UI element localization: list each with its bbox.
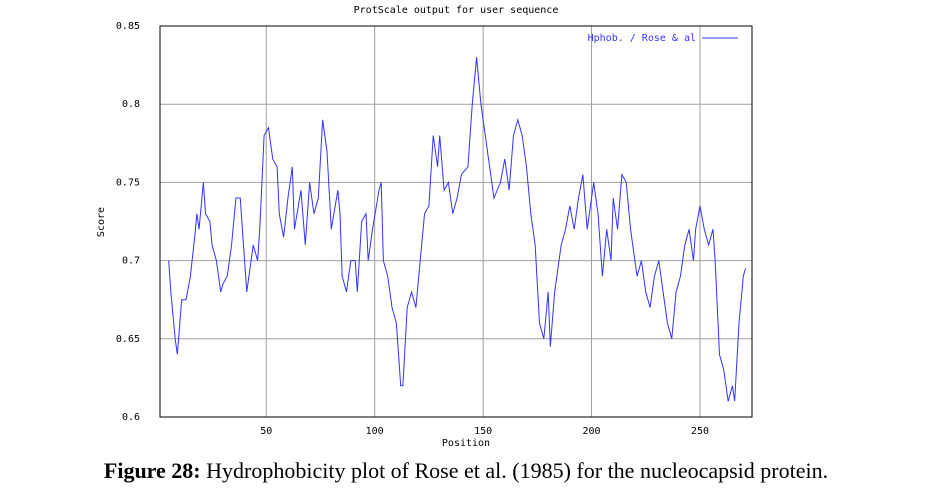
x-axis-label: Position (442, 438, 490, 449)
x-tick-label: 250 (691, 426, 709, 437)
y-tick-label: 0.85 (116, 21, 140, 32)
legend-label: Hphob. / Rose & al (588, 33, 696, 44)
caption: Figure 28: Hydrophobicity plot of Rose e… (0, 458, 932, 484)
chart-title: ProtScale output for user sequence (354, 5, 559, 16)
caption-label: Figure 28: (103, 458, 201, 483)
x-tick-label: 100 (366, 426, 384, 437)
y-tick-label: 0.8 (122, 99, 140, 110)
plot-area (159, 25, 753, 418)
y-axis-label: Score (96, 207, 107, 237)
x-tick-label: 200 (582, 426, 600, 437)
y-tick-label: 0.6 (122, 412, 140, 423)
caption-text: Hydrophobicity plot of Rose et al. (1985… (206, 458, 829, 483)
data-line (168, 57, 746, 402)
x-tick-label: 150 (474, 426, 492, 437)
y-tick-label: 0.75 (116, 177, 140, 188)
x-tick-label: 50 (260, 426, 272, 437)
y-tick-label: 0.65 (116, 334, 140, 345)
chart: ProtScale output for user sequence Posit… (96, 5, 753, 449)
y-tick-label: 0.7 (122, 256, 140, 267)
plot-border (159, 25, 753, 418)
